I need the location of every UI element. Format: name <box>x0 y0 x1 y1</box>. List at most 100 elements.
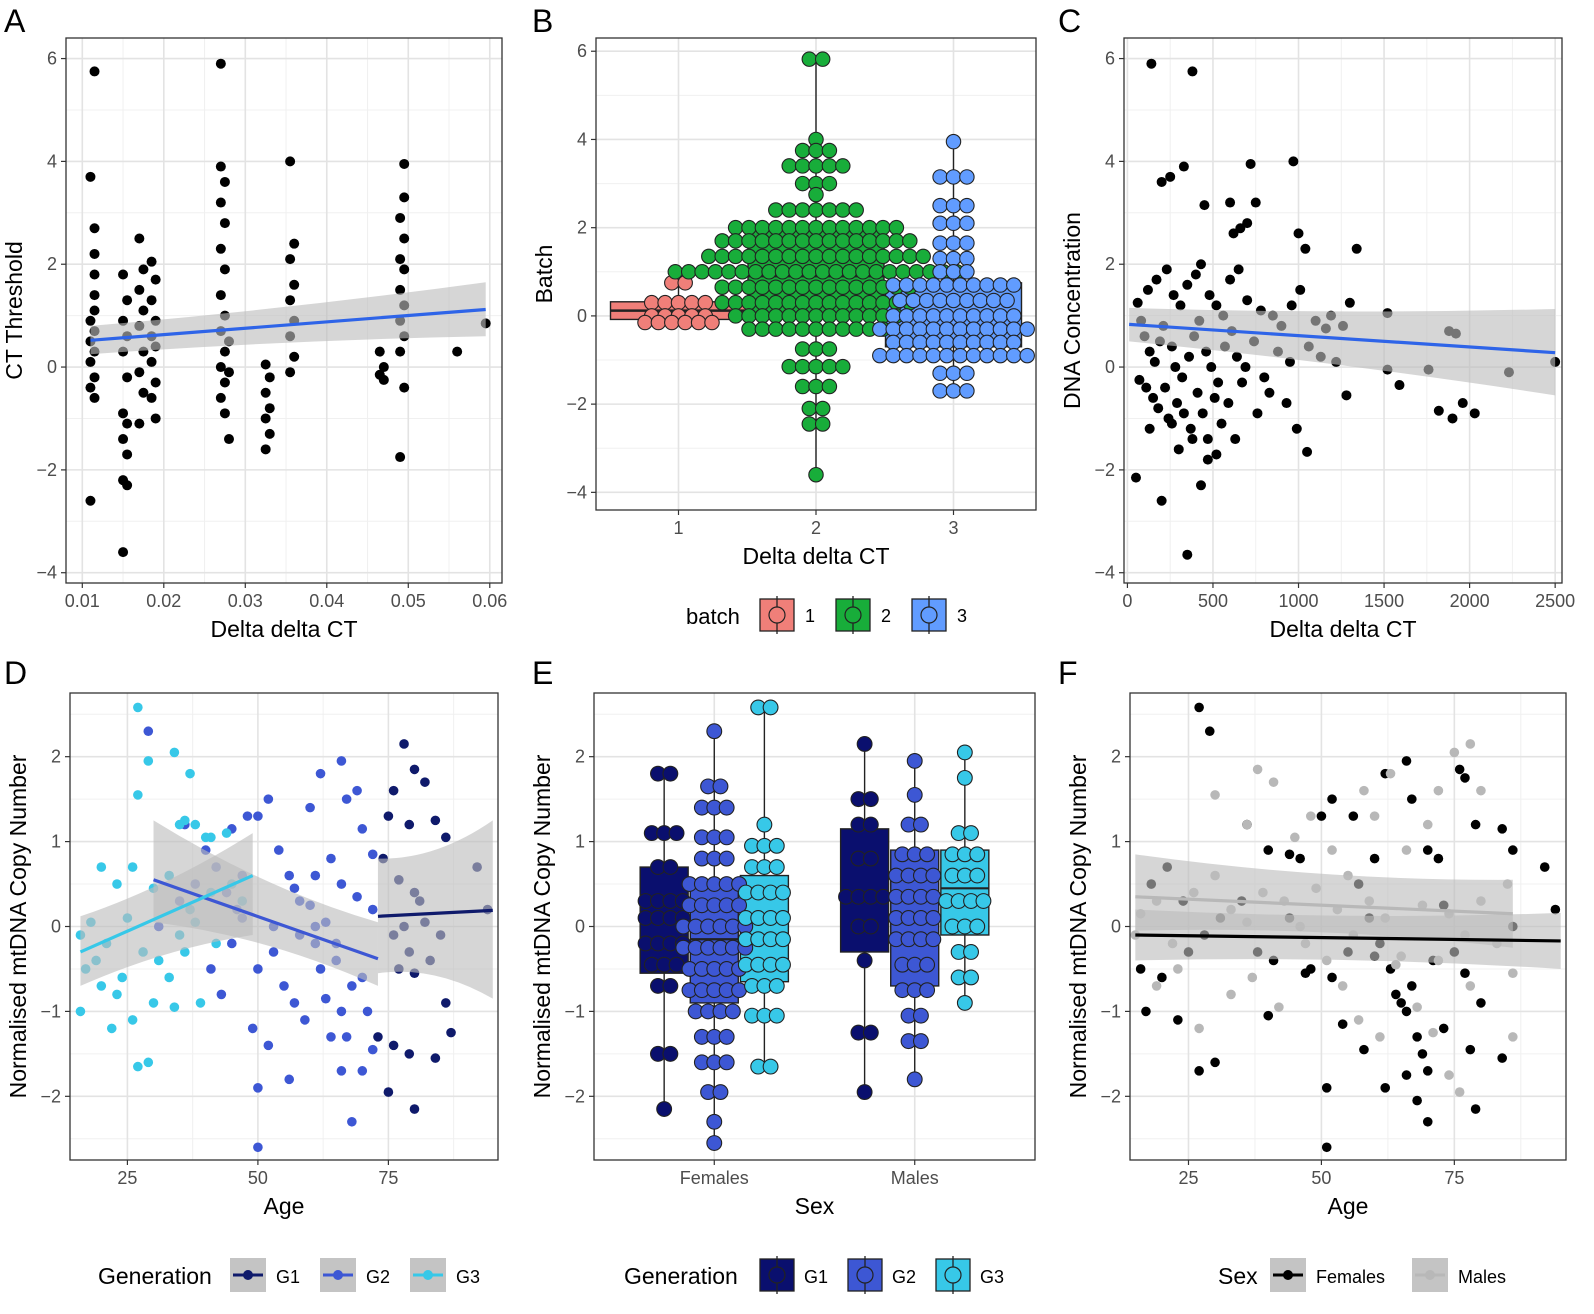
data-point <box>848 202 864 218</box>
y-tick-label: 4 <box>47 151 57 171</box>
data-point <box>215 392 226 403</box>
data-point <box>741 308 757 324</box>
data-point <box>150 377 161 388</box>
y-tick-label: 6 <box>577 41 587 61</box>
data-point <box>848 279 864 295</box>
data-point <box>1422 845 1433 855</box>
data-point <box>85 495 96 506</box>
trend-line <box>377 908 493 918</box>
data-point <box>118 269 129 280</box>
data-point <box>848 308 864 324</box>
data-point <box>219 346 230 357</box>
data-point <box>999 292 1015 309</box>
data-point <box>362 1006 373 1017</box>
data-point <box>718 1054 735 1071</box>
legend: Sex Females Males <box>1218 1258 1506 1292</box>
data-point <box>932 215 948 232</box>
data-point <box>1295 284 1306 295</box>
data-point <box>902 248 918 265</box>
data-point <box>794 219 811 236</box>
data-point <box>872 321 888 337</box>
y-tick-label: 2 <box>51 747 61 767</box>
y-tick-label: −4 <box>1094 563 1115 583</box>
data-point <box>919 956 936 973</box>
trend-line <box>1129 322 1556 355</box>
data-point <box>253 1083 263 1093</box>
data-point <box>143 726 154 737</box>
data-point <box>1449 747 1460 758</box>
data-point <box>835 233 851 249</box>
data-point <box>1457 398 1468 409</box>
data-point <box>1168 290 1179 301</box>
data-point <box>662 765 679 782</box>
data-point <box>150 413 161 424</box>
data-point <box>794 341 811 357</box>
y-tick-label: −2 <box>1094 460 1115 480</box>
data-point <box>862 1024 879 1041</box>
data-point <box>127 862 138 872</box>
data-point <box>706 723 723 740</box>
data-point <box>925 277 942 293</box>
data-point <box>1213 377 1224 388</box>
legend-label: 2 <box>881 606 891 626</box>
data-point <box>808 142 824 159</box>
data-point <box>284 1074 295 1085</box>
data-point <box>754 219 771 236</box>
data-point <box>781 248 797 265</box>
data-point <box>781 158 797 174</box>
data-point <box>148 998 159 1008</box>
data-point <box>741 248 757 265</box>
data-point <box>1173 444 1184 455</box>
data-point <box>96 862 107 872</box>
data-point <box>227 938 237 949</box>
panel-E: Females Males −2 −1 0 1 2 Sex Normalised mtDNA C… <box>529 655 1036 1294</box>
data-point <box>106 1023 117 1034</box>
data-point <box>336 1006 347 1017</box>
data-point <box>821 308 838 324</box>
data-point <box>925 308 942 324</box>
data-point <box>150 274 161 285</box>
data-point <box>794 175 811 192</box>
data-point <box>781 358 797 375</box>
data-point <box>932 197 948 214</box>
data-point <box>409 764 420 775</box>
x-tick-label: 75 <box>1444 1168 1464 1188</box>
data-point <box>808 219 824 236</box>
data-point <box>1353 1015 1364 1025</box>
data-point <box>969 918 986 935</box>
data-point <box>320 993 331 1004</box>
data-point <box>1508 1032 1518 1042</box>
panel-letter: B <box>532 3 553 39</box>
data-point <box>215 362 226 373</box>
data-point <box>1465 981 1476 991</box>
data-point <box>215 290 226 301</box>
data-point <box>768 837 785 854</box>
data-point <box>388 785 399 796</box>
legend-key-point <box>1283 1270 1293 1280</box>
data-point <box>906 1071 923 1088</box>
x-tick-label: 2500 <box>1535 591 1575 611</box>
data-point <box>1465 739 1476 749</box>
data-point <box>289 238 300 249</box>
x-tick-label: 0 <box>1122 591 1132 611</box>
data-point <box>714 279 730 295</box>
data-point <box>96 981 107 991</box>
trend-line <box>1135 933 1561 943</box>
data-point <box>219 408 230 419</box>
legend: Generation G1 G2 G3 <box>624 1256 1004 1294</box>
data-point <box>835 248 851 265</box>
data-point <box>808 158 824 174</box>
legend-label: G3 <box>980 1267 1004 1287</box>
data-point <box>808 248 824 265</box>
data-point <box>762 1058 779 1075</box>
data-point <box>1156 495 1167 506</box>
data-point <box>1230 434 1241 445</box>
data-point <box>775 884 791 901</box>
y-tick-label: −4 <box>566 482 587 502</box>
data-point <box>1252 764 1263 775</box>
data-point <box>1228 228 1239 239</box>
data-point <box>747 264 764 280</box>
panel-A: 0.01 0.02 0.03 0.04 0.05 0.06 −4 −2 0 2 4 6 Delta de… <box>1 3 507 642</box>
data-point <box>263 794 274 804</box>
x-tick-label: 0.02 <box>146 591 181 611</box>
